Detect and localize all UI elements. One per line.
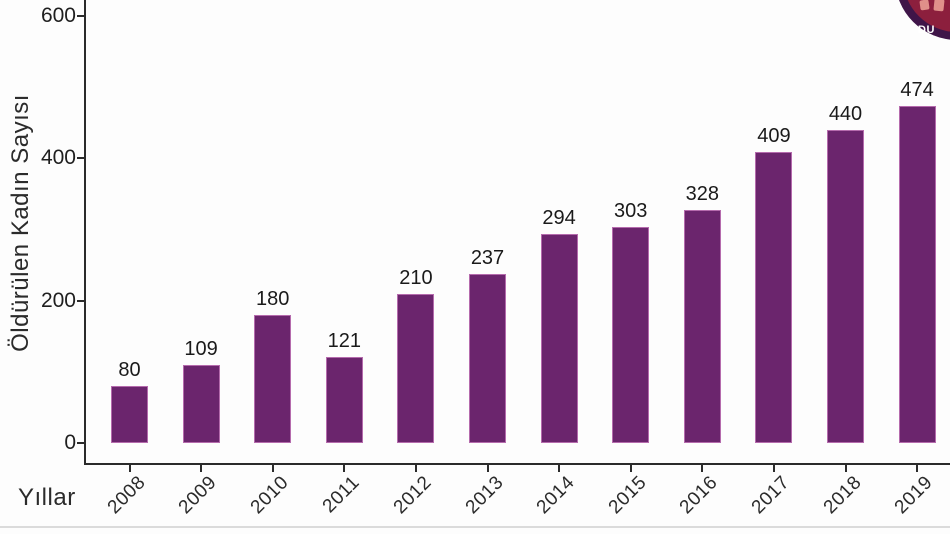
x-tick-label: 2008	[103, 472, 150, 519]
y-tick-label: 400	[40, 146, 76, 170]
badge-logo-glyph-fragment	[933, 0, 945, 12]
bar	[111, 386, 148, 443]
x-tick-label: 2009	[174, 472, 221, 519]
bar	[755, 151, 793, 443]
bar-value-label: 210	[399, 266, 433, 289]
y-tick-label: 0	[64, 431, 76, 454]
x-tick-label: 2016	[675, 472, 723, 519]
y-tick	[77, 442, 85, 444]
y-tick-label: 600	[40, 4, 76, 27]
bar-value-label: 80	[118, 359, 141, 382]
y-axis-title: Öldürülen Kadın Sayısı	[7, 94, 34, 352]
x-tick	[486, 465, 489, 472]
bar-value-label: 294	[542, 206, 576, 229]
x-tick	[558, 465, 561, 472]
badge-logo-text: DU	[918, 24, 935, 36]
bar	[683, 209, 721, 443]
x-tick-label: 2014	[532, 472, 579, 519]
bar-value-label: 328	[685, 182, 719, 205]
bar-value-label: 440	[828, 102, 863, 125]
bar	[827, 129, 864, 443]
bar	[397, 293, 435, 443]
x-tick	[629, 465, 632, 472]
bottom-divider	[0, 526, 950, 528]
bar	[898, 105, 936, 443]
x-tick-label: 2017	[747, 472, 794, 519]
bar	[469, 274, 506, 443]
x-tick	[271, 465, 274, 472]
x-tick-label: 2010	[246, 472, 293, 519]
x-tick-label: 2013	[461, 472, 508, 519]
x-axis-line	[84, 463, 950, 465]
y-tick	[77, 157, 85, 160]
y-tick-label: 200	[40, 288, 76, 312]
x-tick	[772, 465, 775, 472]
bar-value-label: 180	[256, 287, 290, 310]
bar	[254, 314, 292, 443]
x-tick	[701, 465, 704, 472]
x-tick-label: 2015	[604, 472, 651, 519]
y-tick	[77, 15, 85, 17]
bar-value-label: 409	[757, 124, 791, 147]
x-tick	[844, 465, 847, 472]
x-tick	[200, 465, 203, 472]
bar	[540, 233, 578, 443]
bar-value-label: 121	[327, 329, 361, 352]
x-tick-label: 2012	[389, 472, 436, 519]
x-tick	[414, 465, 417, 472]
x-tick	[916, 465, 919, 472]
bar-value-label: 237	[470, 247, 505, 270]
x-tick-label: 2019	[890, 472, 937, 519]
badge-logo-glyph-fragment	[919, 0, 930, 11]
bar-value-label: 474	[900, 78, 934, 101]
bar	[182, 365, 220, 443]
bar	[612, 227, 650, 443]
bar-value-label: 303	[614, 200, 648, 223]
x-tick	[343, 465, 346, 472]
bar-value-label: 109	[184, 338, 218, 361]
y-tick	[77, 299, 85, 302]
x-tick	[128, 465, 131, 472]
x-axis-title: Yıllar	[18, 484, 76, 511]
y-axis-line	[84, 0, 86, 464]
bar	[325, 356, 363, 443]
x-tick-label: 2011	[318, 472, 365, 518]
x-tick-label: 2018	[819, 472, 866, 519]
badge-logo: DU	[899, 0, 950, 40]
